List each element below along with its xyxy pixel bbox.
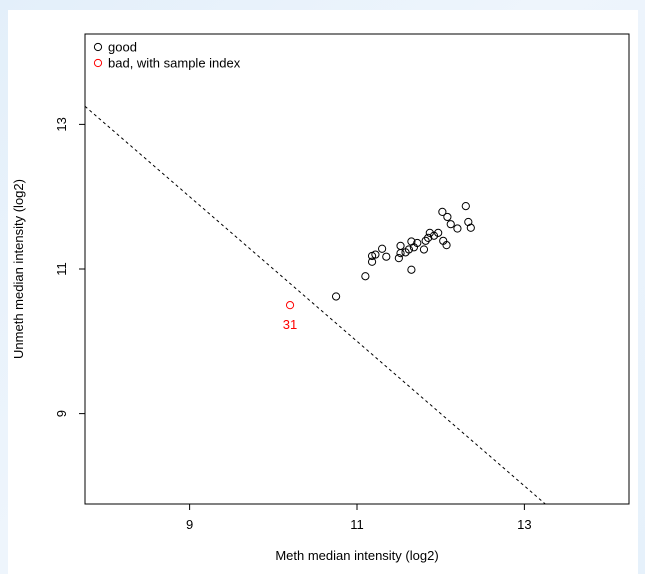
good-sample-point [378,244,387,253]
good-sample-point [442,241,451,250]
legend-label: good [108,40,137,55]
good-sample-point [404,245,413,254]
good-sample-point [407,265,416,274]
good-sample-point [466,223,475,232]
y-tick-label: 11 [54,262,69,276]
good-sample-point [446,220,455,229]
good-sample-point [331,292,341,301]
x-axis-title: Meth median intensity (log2) [275,548,438,563]
legend-marker [93,42,103,52]
plot-box [84,33,630,505]
points-layer: 31 [283,201,475,332]
good-sample-point [367,257,377,266]
good-sample-point [396,241,405,250]
bad-sample-point [285,301,295,310]
good-sample-point [443,212,452,222]
good-sample-point [382,252,391,261]
good-sample-point [424,233,433,243]
good-sample-point [421,236,430,245]
y-axis-title: Unmeth median intensity (log2) [11,179,26,359]
good-sample-point [453,224,462,233]
legend-label: bad, with sample index [108,56,241,71]
good-sample-point [438,207,447,216]
sample-index-label: 31 [283,317,297,332]
good-sample-point [361,272,370,281]
axes-layer: 9 11 13 9 11 13 [54,117,532,532]
y-tick-label: 13 [54,117,69,131]
y-tick-label: 9 [54,410,69,417]
x-tick-label: 9 [186,517,193,532]
good-sample-point [425,228,434,237]
x-tick-label: 11 [350,517,364,532]
cutoff-line [84,105,546,505]
plot-frame: 31 9 11 13 9 11 13 good bad, with sample index… [8,10,638,574]
good-sample-point [429,231,439,240]
good-sample-point [371,250,380,259]
good-sample-point [413,238,422,248]
good-sample-point [394,254,403,263]
good-sample-point [461,201,470,211]
x-tick-label: 13 [517,517,531,532]
cutoff-line-layer [84,105,546,505]
legend-marker [93,58,103,68]
good-sample-point [419,245,429,254]
good-sample-point [434,228,443,237]
